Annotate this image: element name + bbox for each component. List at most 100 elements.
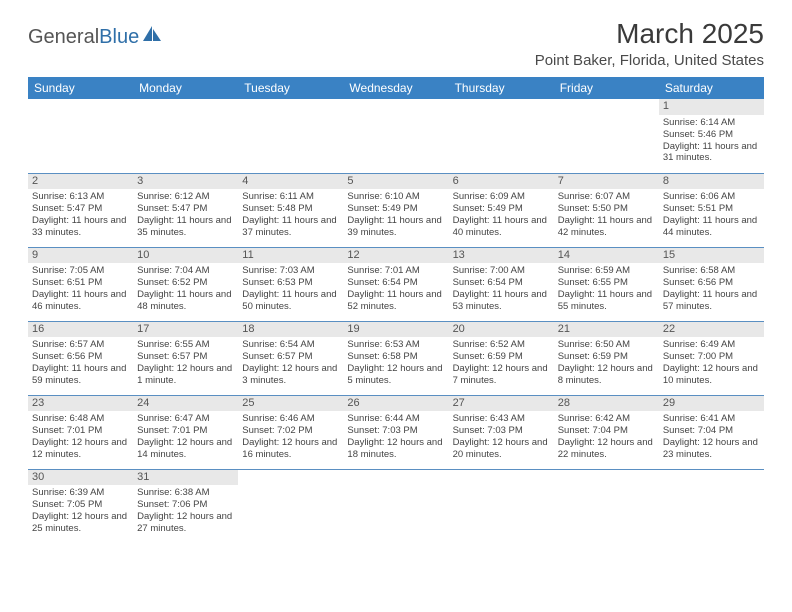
day-content: Sunrise: 6:06 AMSunset: 5:51 PMDaylight:… (659, 191, 764, 241)
sunset-line: Sunset: 7:03 PM (453, 425, 550, 437)
day-number: 17 (133, 322, 238, 338)
daylight-line: Daylight: 12 hours and 10 minutes. (663, 363, 760, 387)
sunrise-line: Sunrise: 6:44 AM (347, 413, 444, 425)
sunrise-line: Sunrise: 6:46 AM (242, 413, 339, 425)
daylight-line: Daylight: 12 hours and 23 minutes. (663, 437, 760, 461)
weekday-header: Monday (133, 77, 238, 99)
sunrise-line: Sunrise: 6:58 AM (663, 265, 760, 277)
calendar-cell: 17Sunrise: 6:55 AMSunset: 6:57 PMDayligh… (133, 321, 238, 395)
sunrise-line: Sunrise: 6:13 AM (32, 191, 129, 203)
day-number: 4 (238, 174, 343, 190)
day-content: Sunrise: 6:53 AMSunset: 6:58 PMDaylight:… (343, 339, 448, 389)
day-number: 19 (343, 322, 448, 338)
daylight-line: Daylight: 11 hours and 31 minutes. (663, 141, 760, 165)
day-content: Sunrise: 7:01 AMSunset: 6:54 PMDaylight:… (343, 265, 448, 315)
sunrise-line: Sunrise: 7:00 AM (453, 265, 550, 277)
sunrise-line: Sunrise: 6:12 AM (137, 191, 234, 203)
day-content: Sunrise: 6:41 AMSunset: 7:04 PMDaylight:… (659, 413, 764, 463)
calendar-cell: 2Sunrise: 6:13 AMSunset: 5:47 PMDaylight… (28, 173, 133, 247)
weekday-header: Wednesday (343, 77, 448, 99)
day-number: 23 (28, 396, 133, 412)
day-content: Sunrise: 6:50 AMSunset: 6:59 PMDaylight:… (554, 339, 659, 389)
calendar-cell: 7Sunrise: 6:07 AMSunset: 5:50 PMDaylight… (554, 173, 659, 247)
daylight-line: Daylight: 12 hours and 12 minutes. (32, 437, 129, 461)
day-number: 6 (449, 174, 554, 190)
calendar-cell: 4Sunrise: 6:11 AMSunset: 5:48 PMDaylight… (238, 173, 343, 247)
calendar-cell: 14Sunrise: 6:59 AMSunset: 6:55 PMDayligh… (554, 247, 659, 321)
calendar-cell (554, 469, 659, 543)
sunrise-line: Sunrise: 6:43 AM (453, 413, 550, 425)
day-content: Sunrise: 6:55 AMSunset: 6:57 PMDaylight:… (133, 339, 238, 389)
sunset-line: Sunset: 5:47 PM (32, 203, 129, 215)
day-number: 15 (659, 248, 764, 264)
day-content: Sunrise: 7:05 AMSunset: 6:51 PMDaylight:… (28, 265, 133, 315)
day-number: 9 (28, 248, 133, 264)
sunset-line: Sunset: 6:58 PM (347, 351, 444, 363)
calendar-cell: 11Sunrise: 7:03 AMSunset: 6:53 PMDayligh… (238, 247, 343, 321)
weekday-header: Sunday (28, 77, 133, 99)
day-number: 14 (554, 248, 659, 264)
day-number: 13 (449, 248, 554, 264)
calendar-cell: 6Sunrise: 6:09 AMSunset: 5:49 PMDaylight… (449, 173, 554, 247)
day-content: Sunrise: 6:07 AMSunset: 5:50 PMDaylight:… (554, 191, 659, 241)
sunrise-line: Sunrise: 6:47 AM (137, 413, 234, 425)
day-content: Sunrise: 6:13 AMSunset: 5:47 PMDaylight:… (28, 191, 133, 241)
daylight-line: Daylight: 12 hours and 18 minutes. (347, 437, 444, 461)
daylight-line: Daylight: 12 hours and 5 minutes. (347, 363, 444, 387)
sunset-line: Sunset: 7:01 PM (32, 425, 129, 437)
logo-text-2: Blue (99, 26, 139, 49)
calendar-cell: 5Sunrise: 6:10 AMSunset: 5:49 PMDaylight… (343, 173, 448, 247)
day-content: Sunrise: 6:38 AMSunset: 7:06 PMDaylight:… (133, 487, 238, 537)
sunset-line: Sunset: 7:03 PM (347, 425, 444, 437)
calendar-table: SundayMondayTuesdayWednesdayThursdayFrid… (28, 77, 764, 543)
calendar-cell (343, 469, 448, 543)
sunset-line: Sunset: 6:55 PM (558, 277, 655, 289)
sunrise-line: Sunrise: 6:11 AM (242, 191, 339, 203)
day-number: 18 (238, 322, 343, 338)
day-content: Sunrise: 6:47 AMSunset: 7:01 PMDaylight:… (133, 413, 238, 463)
day-content: Sunrise: 6:43 AMSunset: 7:03 PMDaylight:… (449, 413, 554, 463)
day-number: 11 (238, 248, 343, 264)
calendar-cell: 10Sunrise: 7:04 AMSunset: 6:52 PMDayligh… (133, 247, 238, 321)
day-content: Sunrise: 6:12 AMSunset: 5:47 PMDaylight:… (133, 191, 238, 241)
day-content: Sunrise: 6:52 AMSunset: 6:59 PMDaylight:… (449, 339, 554, 389)
calendar-cell (343, 99, 448, 173)
weekday-header-row: SundayMondayTuesdayWednesdayThursdayFrid… (28, 77, 764, 99)
calendar-cell (449, 99, 554, 173)
day-content: Sunrise: 6:11 AMSunset: 5:48 PMDaylight:… (238, 191, 343, 241)
header: GeneralBlue March 2025 Point Baker, Flor… (28, 18, 764, 69)
daylight-line: Daylight: 12 hours and 14 minutes. (137, 437, 234, 461)
title-block: March 2025 Point Baker, Florida, United … (535, 18, 764, 69)
daylight-line: Daylight: 12 hours and 25 minutes. (32, 511, 129, 535)
day-number: 29 (659, 396, 764, 412)
calendar-cell (238, 99, 343, 173)
sunrise-line: Sunrise: 6:38 AM (137, 487, 234, 499)
sunrise-line: Sunrise: 6:59 AM (558, 265, 655, 277)
day-content: Sunrise: 6:48 AMSunset: 7:01 PMDaylight:… (28, 413, 133, 463)
sunset-line: Sunset: 7:04 PM (663, 425, 760, 437)
calendar-cell: 13Sunrise: 7:00 AMSunset: 6:54 PMDayligh… (449, 247, 554, 321)
sunrise-line: Sunrise: 6:57 AM (32, 339, 129, 351)
sunrise-line: Sunrise: 7:01 AM (347, 265, 444, 277)
calendar-row: 2Sunrise: 6:13 AMSunset: 5:47 PMDaylight… (28, 173, 764, 247)
sunset-line: Sunset: 6:54 PM (453, 277, 550, 289)
sunrise-line: Sunrise: 6:06 AM (663, 191, 760, 203)
daylight-line: Daylight: 11 hours and 46 minutes. (32, 289, 129, 313)
sunset-line: Sunset: 7:02 PM (242, 425, 339, 437)
day-number: 3 (133, 174, 238, 190)
day-content: Sunrise: 6:49 AMSunset: 7:00 PMDaylight:… (659, 339, 764, 389)
weekday-header: Tuesday (238, 77, 343, 99)
daylight-line: Daylight: 11 hours and 52 minutes. (347, 289, 444, 313)
sunset-line: Sunset: 5:50 PM (558, 203, 655, 215)
calendar-cell: 24Sunrise: 6:47 AMSunset: 7:01 PMDayligh… (133, 395, 238, 469)
day-content: Sunrise: 7:04 AMSunset: 6:52 PMDaylight:… (133, 265, 238, 315)
sunrise-line: Sunrise: 7:05 AM (32, 265, 129, 277)
sunset-line: Sunset: 6:56 PM (32, 351, 129, 363)
day-number: 31 (133, 470, 238, 486)
calendar-cell: 28Sunrise: 6:42 AMSunset: 7:04 PMDayligh… (554, 395, 659, 469)
weekday-header: Thursday (449, 77, 554, 99)
day-number: 28 (554, 396, 659, 412)
day-number: 21 (554, 322, 659, 338)
daylight-line: Daylight: 12 hours and 16 minutes. (242, 437, 339, 461)
month-title: March 2025 (535, 18, 764, 50)
